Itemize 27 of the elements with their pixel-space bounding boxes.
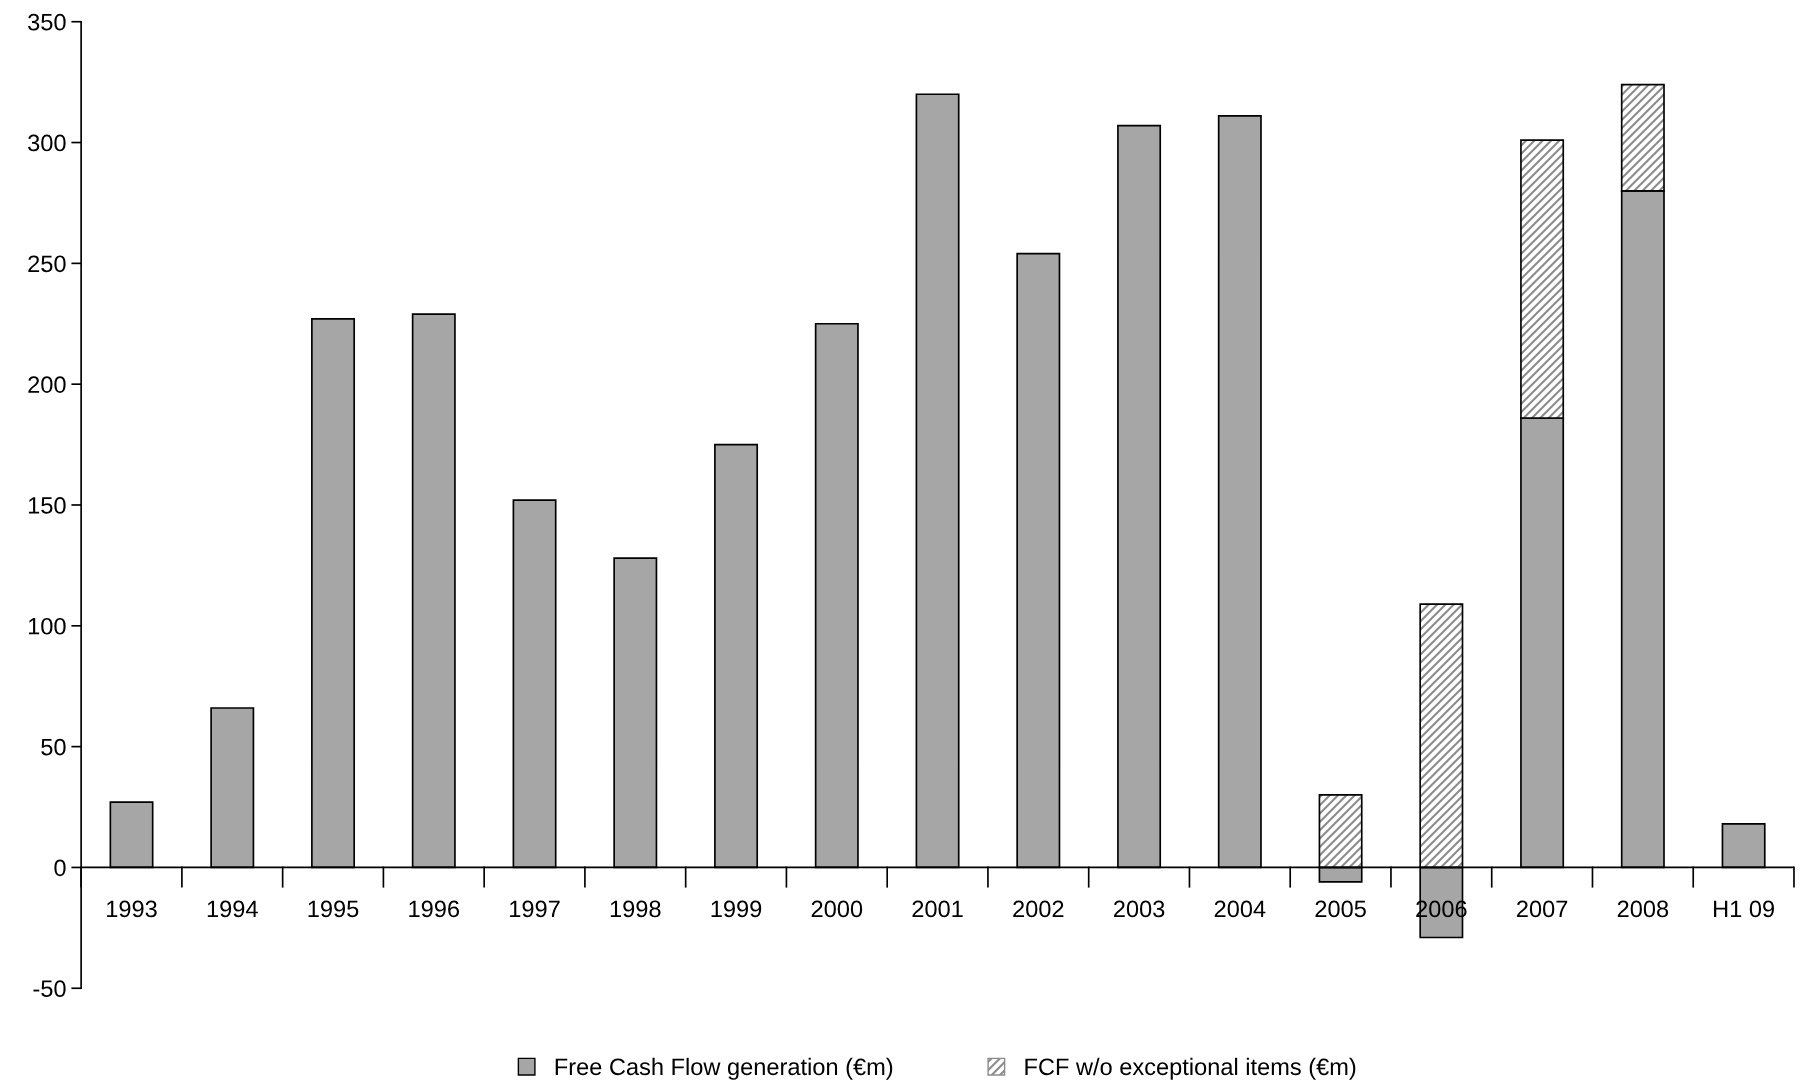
y-tick-label: 250: [28, 255, 66, 273]
x-tick-label: 2003: [1114, 900, 1165, 918]
x-tick-label: 2004: [1214, 900, 1266, 918]
x-tick-label: 2008: [1617, 900, 1669, 918]
x-tick-label: 1999: [711, 900, 762, 918]
y-tick-label: 150: [28, 497, 66, 514]
x-tick-label: 2005: [1315, 900, 1366, 918]
x-tick-label: 1998: [610, 900, 661, 918]
y-tick-label: 100: [28, 617, 66, 635]
x-tick-label: 2007: [1517, 900, 1568, 918]
legend-label: Free Cash Flow generation (€m): [555, 1057, 893, 1080]
y-tick-label: 50: [41, 738, 66, 756]
x-tick-label: H1 09: [1714, 900, 1774, 918]
y-tick-label: 0: [54, 859, 66, 877]
x-tick-label: 2002: [1013, 900, 1064, 918]
y-tick-label: 300: [28, 134, 66, 152]
x-tick-label: 2000: [811, 900, 863, 918]
x-tick-label: 1994: [207, 900, 258, 918]
x-tick-label: 1996: [409, 900, 460, 918]
y-tick-label: 350: [28, 13, 66, 31]
x-tick-label: 1995: [308, 900, 359, 918]
x-tick-label: 2001: [912, 900, 963, 918]
x-tick-label: 1997: [510, 900, 560, 918]
y-tick-label: -50: [33, 980, 66, 998]
legend-label: FCF w/o exceptional items (€m): [1025, 1057, 1356, 1080]
x-tick-label: 1993: [107, 900, 157, 918]
y-tick-label: 200: [28, 376, 66, 393]
